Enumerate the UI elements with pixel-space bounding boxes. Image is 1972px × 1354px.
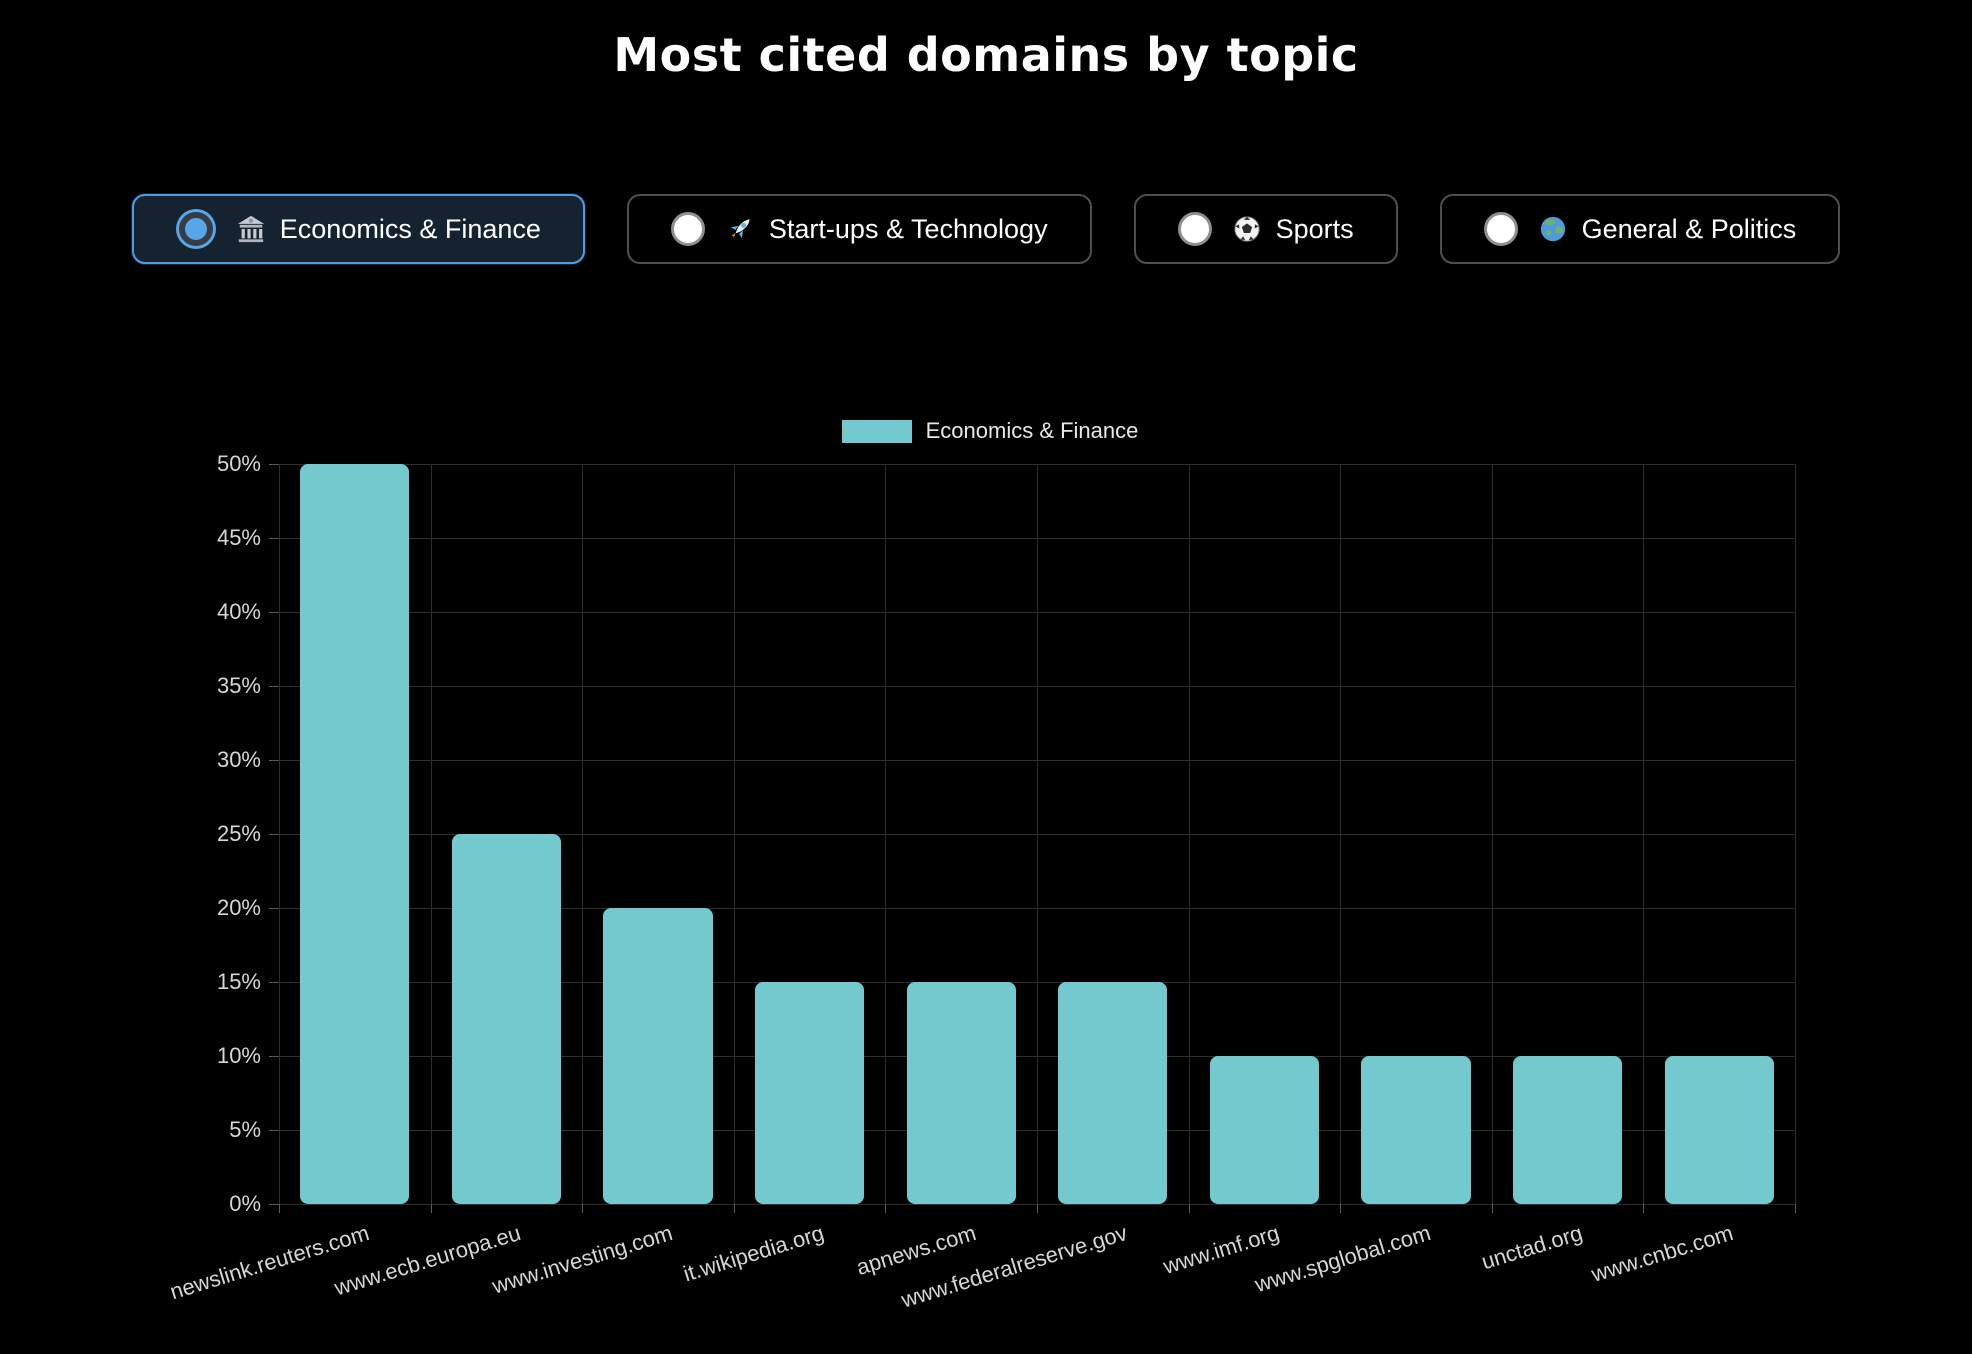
radio-unselected-icon [1483, 212, 1518, 246]
x-tick-label: www.cnbc.com [1588, 1220, 1737, 1287]
y-tick-label: 10% [216, 1043, 261, 1068]
y-axis-tick [269, 834, 279, 835]
y-tick-label: 0% [229, 1191, 261, 1216]
topic-label: Economics & Finance [279, 213, 541, 244]
bar-www.spglobal.com[interactable] [1361, 1056, 1471, 1204]
bar-unctad.org[interactable] [1513, 1056, 1623, 1204]
x-tick-label: www.spglobal.com [1251, 1220, 1434, 1298]
x-axis-tick [1491, 1204, 1493, 1213]
y-axis-tick [269, 1056, 279, 1057]
legend-swatch [841, 419, 912, 443]
chart-legend[interactable]: Economics & Finance [185, 418, 1795, 444]
topic-button-startups-technology[interactable]: Start-ups & Technology [626, 194, 1092, 264]
y-tick-label: 35% [216, 673, 261, 698]
x-axis-tick [1795, 1204, 1796, 1213]
y-tick-label: 30% [216, 747, 261, 772]
x-axis-tick [582, 1204, 584, 1213]
topic-label: Start-ups & Technology [768, 213, 1048, 244]
gridline-vertical [1188, 464, 1190, 1204]
bank-icon [236, 214, 266, 244]
bar-www.ecb.europa.eu[interactable] [451, 834, 561, 1204]
globe-icon [1538, 214, 1568, 244]
bar-www.imf.org[interactable] [1209, 1056, 1319, 1204]
y-axis-tick [269, 1204, 279, 1205]
x-axis-tick [733, 1204, 735, 1213]
x-axis-tick [1643, 1204, 1645, 1213]
y-tick-label: 15% [216, 969, 261, 994]
page: { "page": { "title": "Most cited domains… [0, 28, 1972, 1338]
y-axis-tick [269, 538, 279, 539]
y-axis: 50% 45% 40% 35% 30% 25% 20% 15% 10% 5% 0% [185, 451, 279, 1216]
gridline-vertical [885, 464, 887, 1204]
radio-unselected-icon [670, 212, 705, 246]
bar-www.investing.com[interactable] [603, 908, 713, 1204]
x-axis: newslink.reuters.com www.ecb.europa.eu www… [167, 1204, 1795, 1354]
bar-www.cnbc.com[interactable] [1664, 1056, 1774, 1204]
y-axis-tick [269, 908, 279, 909]
radio-unselected-icon [1177, 212, 1212, 246]
y-tick-label: 25% [216, 821, 261, 846]
topic-button-general-politics[interactable]: General & Politics [1439, 194, 1841, 264]
gridline-vertical [582, 464, 584, 1204]
soccer-ball-icon [1232, 214, 1262, 244]
gridline-vertical [279, 464, 280, 1204]
gridline-vertical [430, 464, 432, 1204]
bar-newslink.reuters.com[interactable] [300, 464, 410, 1204]
x-axis-tick [430, 1204, 432, 1213]
x-axis-tick [1188, 1204, 1190, 1213]
y-tick-label: 50% [216, 451, 261, 476]
x-axis-tick [1340, 1204, 1342, 1213]
plot-area [269, 464, 1796, 1213]
y-axis-tick [269, 464, 279, 465]
topic-label: Sports [1275, 213, 1354, 244]
rocket-icon [725, 214, 755, 244]
topic-button-sports[interactable]: Sports [1133, 194, 1398, 264]
gridline-vertical [733, 464, 735, 1204]
topic-selector: Economics & Finance Start-ups & Technolo… [0, 194, 1972, 264]
gridline-vertical [1037, 464, 1038, 1204]
gridline-vertical [1795, 464, 1796, 1204]
page-title: Most cited domains by topic [613, 28, 1359, 82]
bar-www.federalreserve.gov[interactable] [1058, 982, 1168, 1204]
x-axis-tick [885, 1204, 887, 1213]
y-axis-tick [269, 760, 279, 761]
gridline-vertical [1643, 464, 1645, 1204]
topic-label: General & Politics [1581, 213, 1797, 244]
y-axis-tick [269, 612, 279, 613]
x-tick-label: unctad.org [1478, 1220, 1585, 1275]
bar-it.wikipedia.org[interactable] [755, 982, 865, 1204]
y-axis-tick [269, 686, 279, 687]
bar-apnews.com[interactable] [906, 982, 1016, 1204]
y-tick-label: 5% [229, 1117, 261, 1142]
legend-label: Economics & Finance [925, 418, 1139, 443]
y-tick-label: 45% [216, 525, 261, 550]
y-axis-tick [269, 982, 279, 983]
y-tick-label: 20% [216, 895, 261, 920]
bar-chart: Economics & Finance 50% 45% 40% 35% 30% 25% 20… [167, 418, 1796, 1354]
x-axis-tick [1037, 1204, 1038, 1213]
y-tick-label: 40% [216, 599, 261, 624]
x-tick-label: it.wikipedia.org [680, 1220, 827, 1287]
radio-selected-icon [178, 212, 213, 246]
y-axis-tick [269, 1130, 279, 1131]
gridline-vertical [1491, 464, 1493, 1204]
topic-button-economics-finance[interactable]: Economics & Finance [131, 194, 585, 264]
x-axis-tick [279, 1204, 280, 1213]
gridline-vertical [1340, 464, 1342, 1204]
